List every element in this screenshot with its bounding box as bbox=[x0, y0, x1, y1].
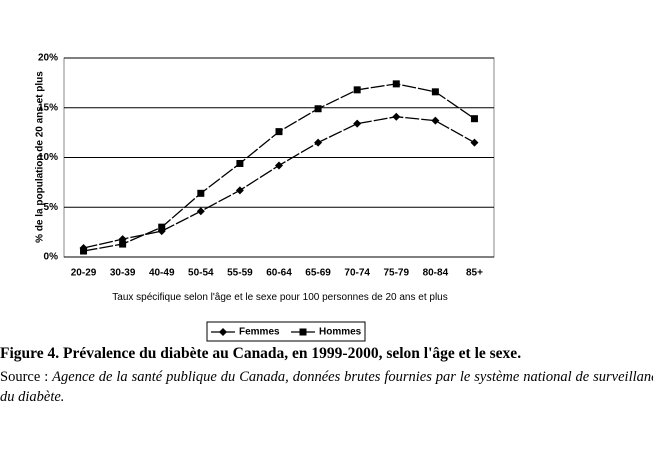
marker bbox=[158, 223, 166, 231]
x-tick-label: 30-39 bbox=[110, 268, 136, 279]
x-tick-label: 65-69 bbox=[305, 268, 331, 279]
x-tick-label: 80-84 bbox=[423, 268, 449, 279]
marker bbox=[314, 138, 323, 147]
figure-caption: Figure 4. Prévalence du diabète au Canad… bbox=[0, 345, 522, 362]
chart: % de la population de 20 ans et plus 0% 5… bbox=[35, 53, 495, 342]
marker bbox=[431, 88, 439, 96]
x-tick-label: 55-59 bbox=[227, 268, 253, 279]
source-text: Agence de la santé publique du Canada, d… bbox=[0, 369, 653, 405]
legend-box bbox=[206, 321, 366, 342]
source: Source : Agence de la santé publique du … bbox=[0, 367, 653, 407]
marker bbox=[392, 112, 401, 121]
marker bbox=[353, 119, 362, 128]
x-axis-title: Taux spécifique selon l'âge et le sexe p… bbox=[112, 292, 448, 303]
marker bbox=[275, 161, 283, 170]
marker bbox=[119, 240, 127, 248]
y-tick-label: 5% bbox=[44, 202, 59, 213]
x-tick-label: 60-64 bbox=[266, 268, 292, 279]
x-tick-label: 70-74 bbox=[344, 268, 370, 279]
marker bbox=[392, 80, 400, 88]
x-tick-label: 40-49 bbox=[149, 268, 175, 279]
marker bbox=[80, 247, 88, 255]
legend-label: Hommes bbox=[319, 327, 362, 338]
x-tick-label: 75-79 bbox=[383, 268, 409, 279]
source-label: Source : bbox=[0, 369, 49, 385]
x-tick-label: 85+ bbox=[466, 268, 483, 279]
marker bbox=[275, 128, 283, 136]
y-axis-title: % de la population de 20 ans et plus bbox=[35, 71, 46, 243]
marker bbox=[431, 116, 440, 125]
marker bbox=[470, 138, 479, 147]
y-tick-label: 15% bbox=[38, 102, 58, 113]
x-tick-label: 50-54 bbox=[188, 268, 214, 279]
y-tick-label: 0% bbox=[44, 252, 59, 263]
marker bbox=[196, 207, 205, 216]
marker bbox=[197, 189, 205, 197]
legend-label: Femmes bbox=[239, 327, 280, 338]
marker bbox=[353, 86, 361, 94]
series-line bbox=[83, 116, 475, 249]
marker bbox=[219, 328, 227, 336]
marker bbox=[314, 105, 322, 113]
y-tick-label: 20% bbox=[38, 53, 58, 64]
marker bbox=[235, 186, 244, 195]
marker bbox=[470, 115, 478, 123]
marker bbox=[299, 328, 307, 336]
x-tick-label: 20-29 bbox=[71, 268, 97, 279]
y-tick-label: 10% bbox=[38, 152, 58, 163]
marker bbox=[236, 159, 244, 167]
